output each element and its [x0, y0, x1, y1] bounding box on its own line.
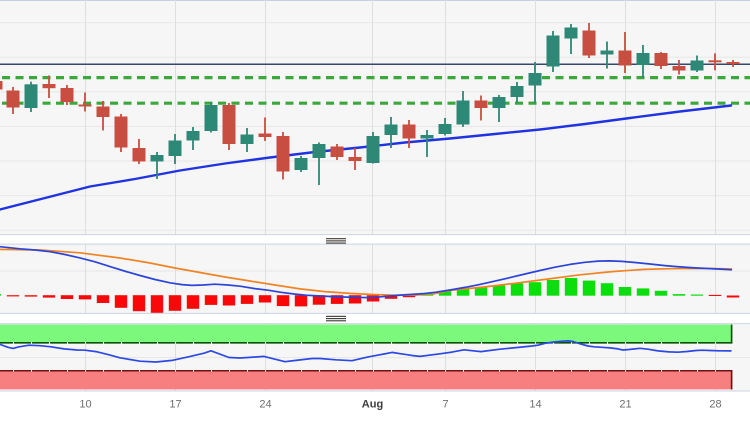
svg-text:28: 28 — [709, 399, 721, 411]
svg-text:21: 21 — [619, 399, 631, 411]
svg-text:14: 14 — [529, 399, 541, 411]
svg-text:7: 7 — [442, 399, 448, 411]
svg-text:17: 17 — [169, 399, 181, 411]
svg-text:10: 10 — [79, 399, 91, 411]
svg-text:Aug: Aug — [362, 399, 383, 411]
svg-text:24: 24 — [259, 399, 271, 411]
